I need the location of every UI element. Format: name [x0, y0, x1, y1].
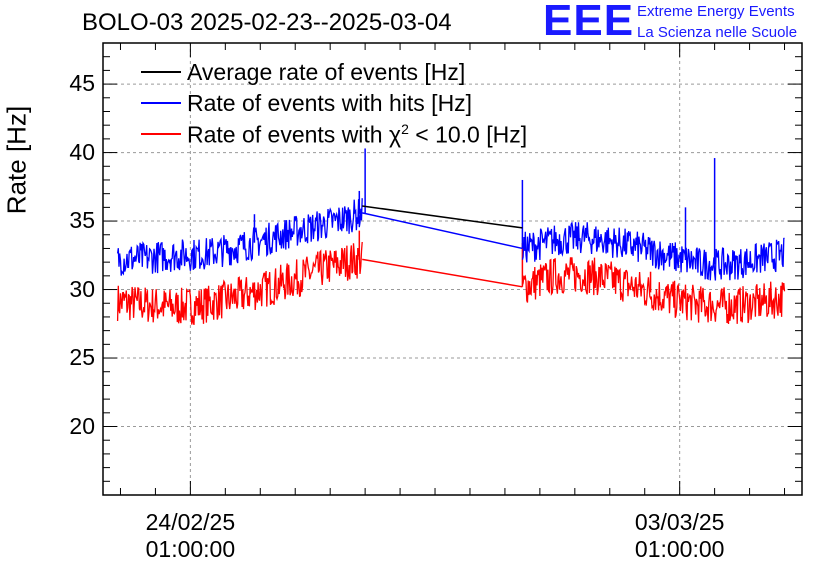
x-tick-date: 03/03/25 [634, 509, 725, 535]
eee-logo: EEE [543, 0, 635, 45]
y-tick-label: 45 [69, 70, 95, 97]
y-tick-label: 20 [69, 412, 95, 439]
series-trace-2-segment-0 [116, 241, 363, 325]
legend-label-chi2-sup: 2 [401, 121, 409, 137]
x-tick-date: 24/02/25 [145, 509, 236, 535]
y-tick-label: 25 [69, 344, 95, 371]
series-trace-1-segment-0 [116, 198, 363, 276]
logo-line2: La Scienza nelle Scuole [637, 24, 798, 41]
data-series [116, 148, 786, 325]
y-axis-label-text: Rate [Hz] [1, 105, 32, 215]
plot-border [102, 42, 803, 496]
legend-label-chi2-tail: < 10.0 [Hz] [408, 121, 528, 148]
x-tick-time: 01:00:00 [634, 536, 725, 562]
series-connector-2 [362, 258, 523, 288]
legend-label-chi2-main: Rate of events with χ [187, 121, 402, 148]
y-axis-label: Rate [Hz] [2, 100, 32, 220]
legend-label-hits: Rate of events with hits [Hz] [187, 90, 473, 116]
legend-label-chi2: Rate of events with χ2 < 10.0 [Hz] [187, 121, 527, 149]
chart-title: BOLO-03 2025-02-23--2025-03-04 [82, 9, 452, 36]
y-tick-label: 40 [69, 138, 95, 165]
y-tick-label: 30 [69, 275, 95, 302]
series-trace-1-segment-1 [521, 221, 785, 281]
series-connector-1 [362, 212, 523, 250]
legend-box [141, 71, 181, 135]
legend-label-average: Average rate of events [Hz] [187, 59, 466, 85]
x-tick-label: 03/03/25 01:00:00 [600, 509, 760, 563]
series-average-line [362, 205, 523, 229]
y-tick-label: 35 [69, 207, 95, 234]
x-tick-time: 01:00:00 [145, 536, 236, 562]
x-tick-label: 24/02/25 01:00:00 [110, 509, 270, 563]
plot-frame [102, 42, 803, 496]
logo-line1: Extreme Energy Events [637, 3, 795, 20]
series-trace-2-segment-1 [521, 257, 786, 325]
